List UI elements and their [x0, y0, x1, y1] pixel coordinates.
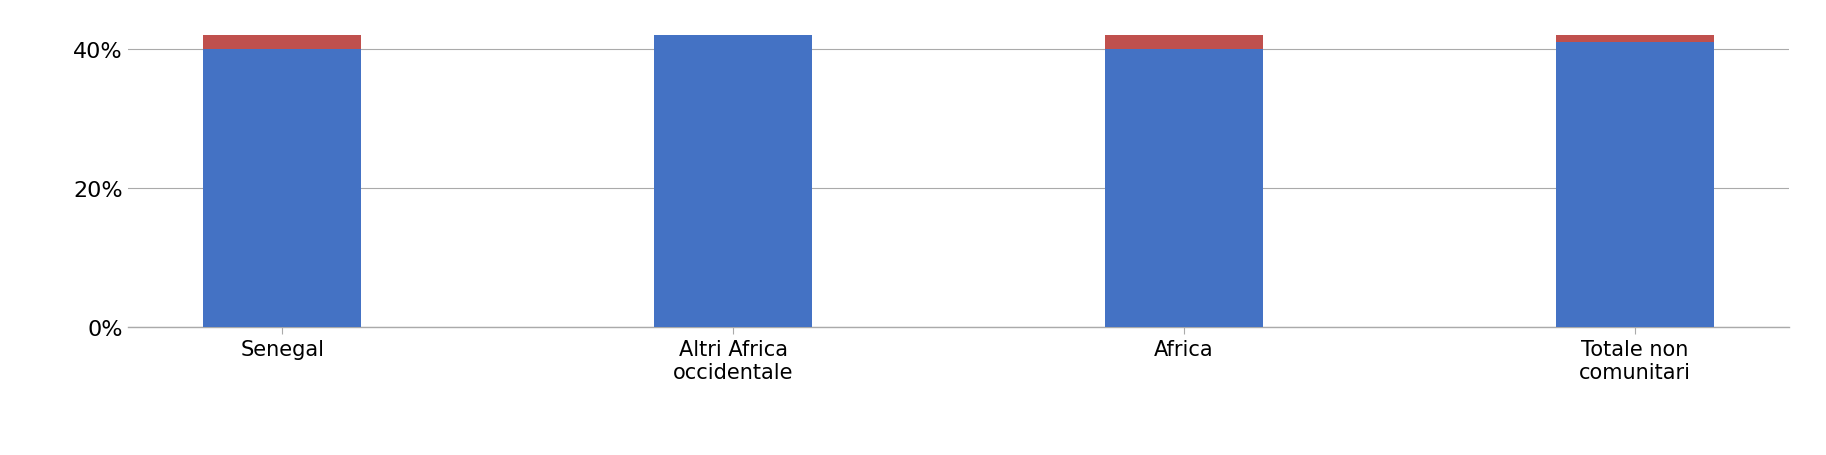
Bar [1105, 30, 1264, 50]
Bar [203, 19, 362, 50]
Bar [654, 36, 813, 328]
Bar [203, 50, 362, 328]
Bar [1556, 43, 1715, 328]
Bar [1105, 50, 1264, 328]
Bar [1556, 15, 1715, 43]
